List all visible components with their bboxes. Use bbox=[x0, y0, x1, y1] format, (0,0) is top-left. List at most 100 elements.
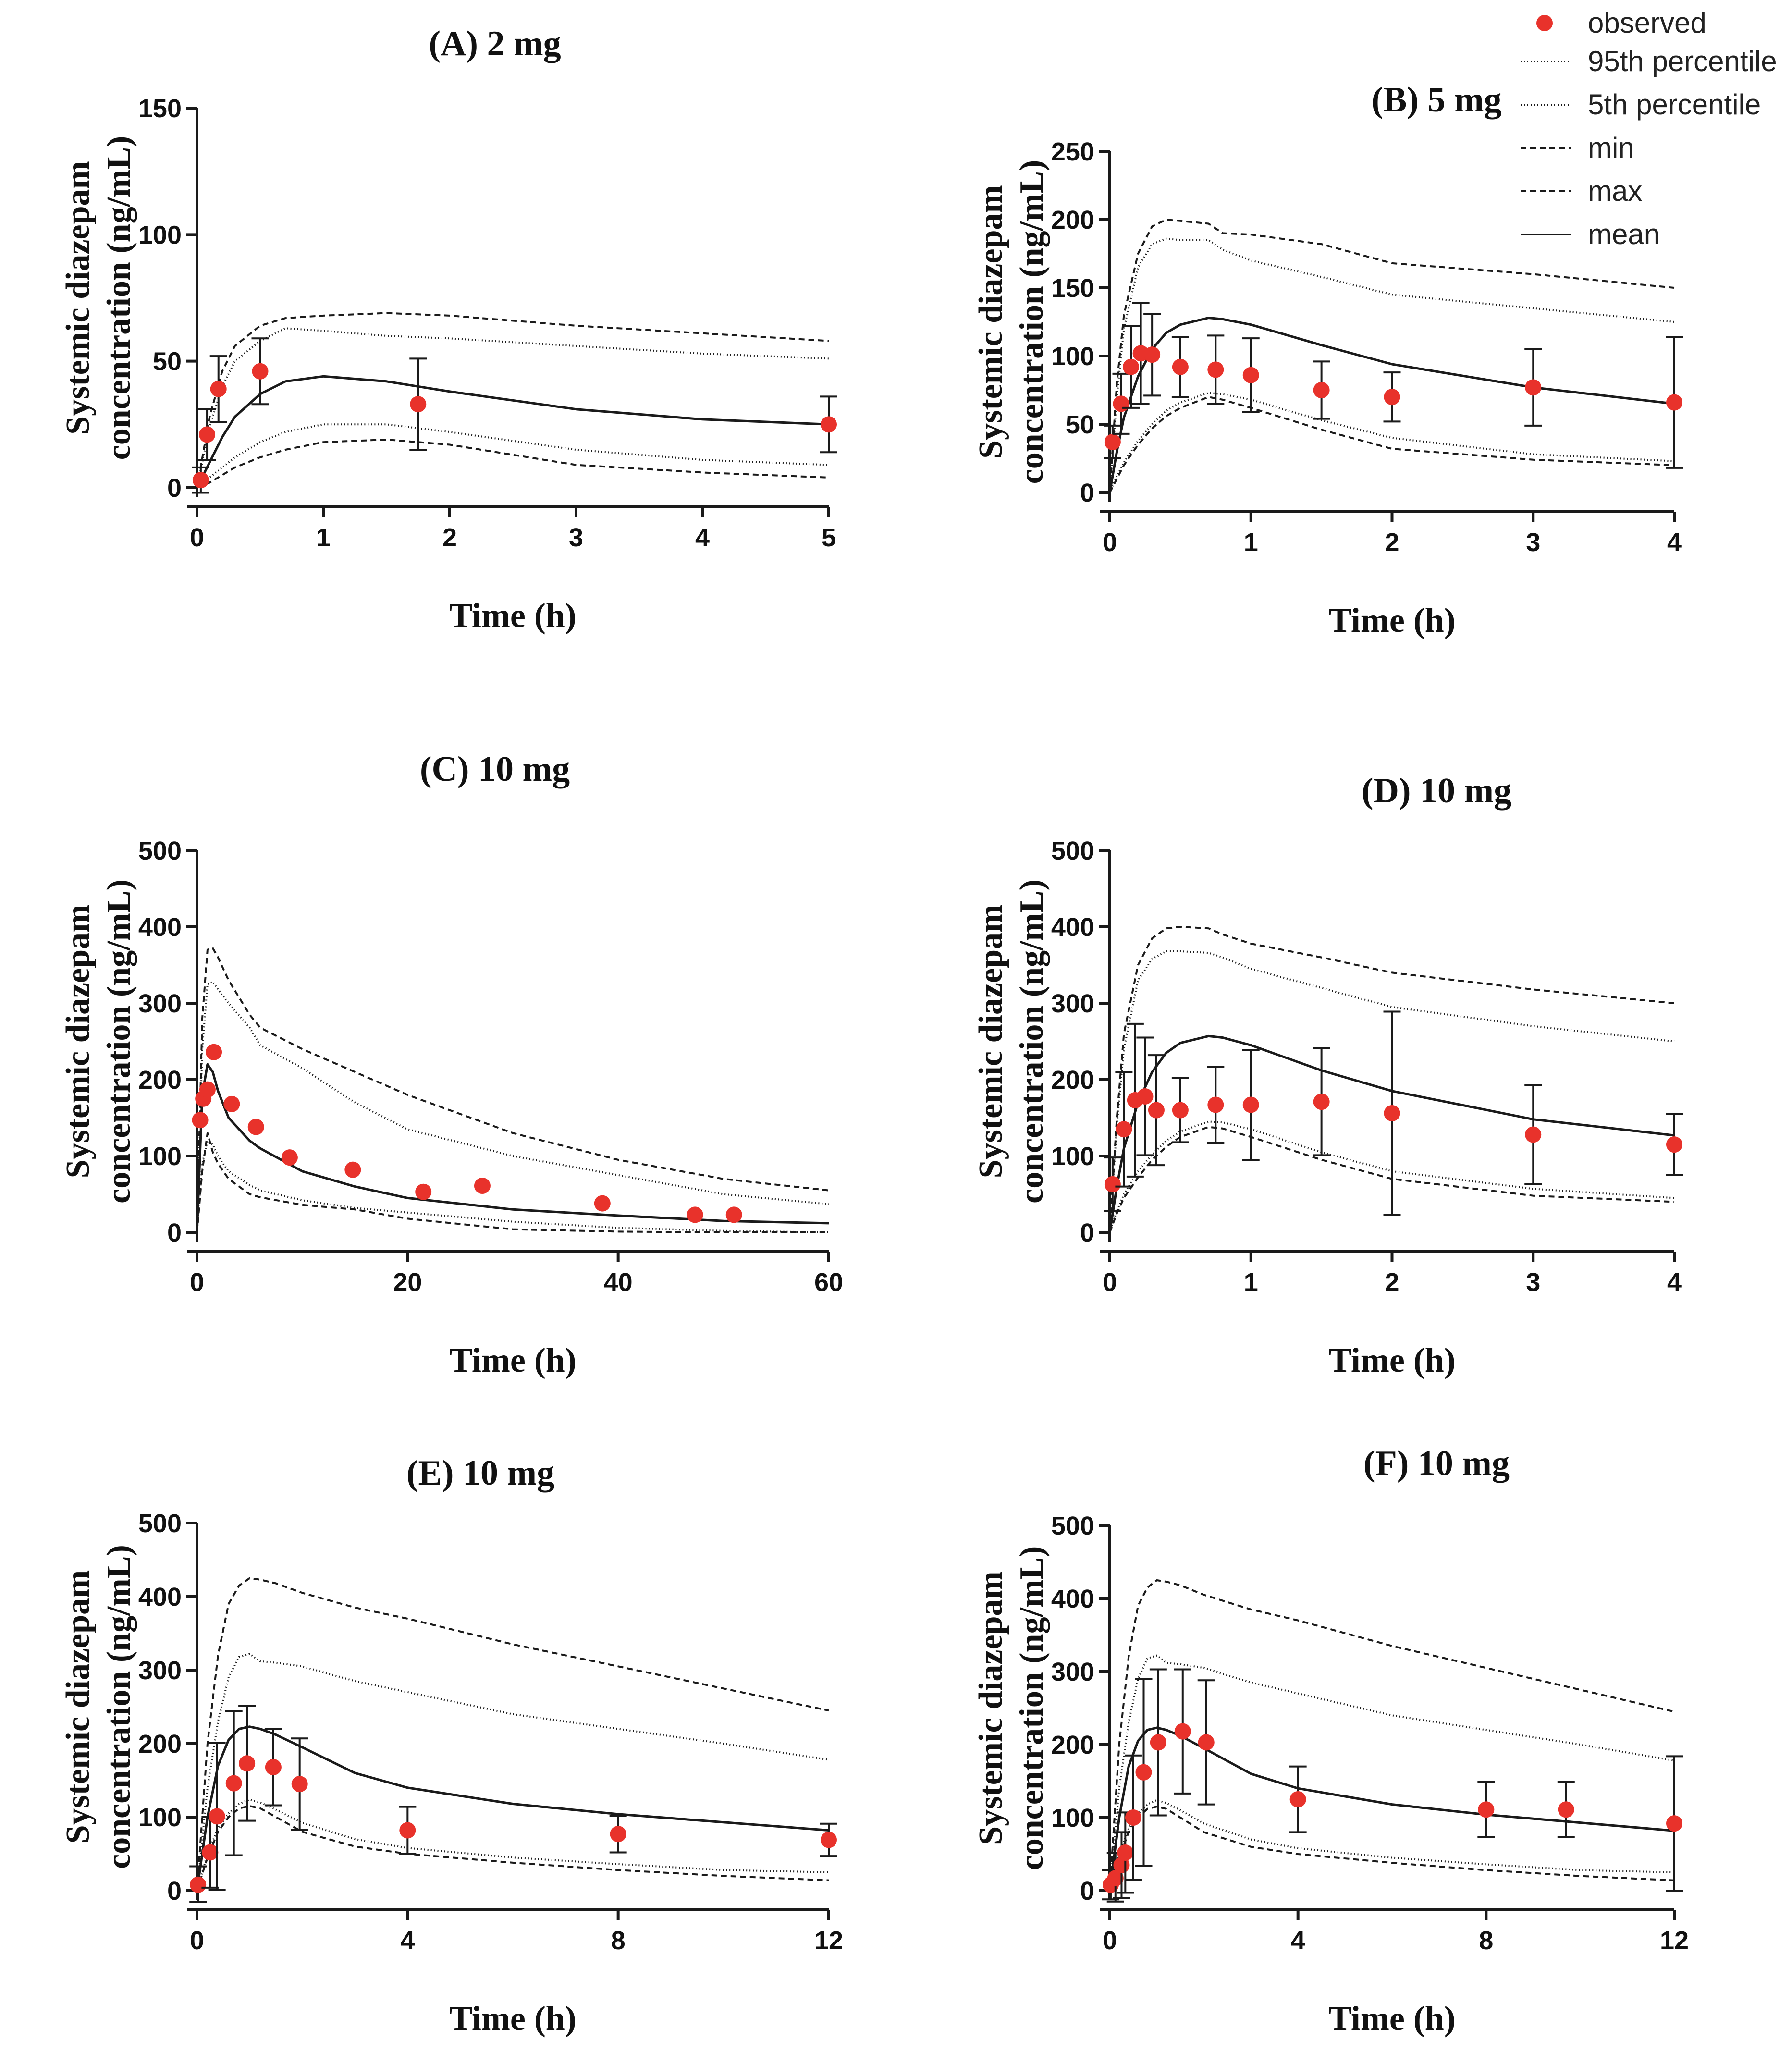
observed-point bbox=[1666, 1136, 1682, 1153]
x-tick-label: 0 bbox=[1103, 1926, 1117, 1955]
observed-point bbox=[206, 1044, 222, 1060]
observed-point bbox=[225, 1775, 242, 1792]
series-line-5th-percentile bbox=[1109, 1799, 1675, 1891]
observed-point bbox=[821, 416, 837, 433]
observed-point bbox=[1148, 1102, 1165, 1119]
y-tick-label: 200 bbox=[138, 1730, 182, 1758]
observed-point bbox=[1666, 394, 1682, 411]
series-line-95th-percentile bbox=[196, 1653, 829, 1891]
observed-point bbox=[265, 1758, 282, 1775]
series-line-95th-percentile bbox=[196, 327, 829, 488]
legend-item-mean: mean bbox=[1521, 218, 1660, 250]
y-axis-label-line1: Systemic diazepam bbox=[972, 905, 1009, 1179]
x-tick-label: 2 bbox=[1385, 528, 1399, 557]
observed-point bbox=[687, 1206, 703, 1223]
y-tick-label: 50 bbox=[1066, 410, 1094, 439]
legend-label-min: min bbox=[1588, 132, 1634, 164]
observed-point bbox=[1125, 1809, 1141, 1826]
series-line-95th-percentile bbox=[196, 981, 829, 1233]
x-tick-label: 0 bbox=[1103, 1268, 1117, 1297]
observed-point bbox=[594, 1195, 611, 1212]
legend-label-mean: mean bbox=[1588, 218, 1660, 250]
x-axis-label: Time (h) bbox=[449, 596, 577, 635]
observed-point bbox=[199, 1081, 216, 1098]
observed-point bbox=[252, 363, 269, 380]
x-tick-label: 60 bbox=[814, 1268, 843, 1297]
y-tick-label: 200 bbox=[1051, 1066, 1094, 1094]
observed-point bbox=[1150, 1734, 1166, 1751]
observed-point bbox=[291, 1776, 308, 1793]
chart-panel-c: (C) 10 mg 0 100 200 300 400 500 0 20 40 60 Time (h)… bbox=[60, 750, 843, 1379]
series-line-mean bbox=[196, 375, 829, 489]
chart-title: (F) 10 mg bbox=[1363, 1444, 1510, 1483]
y-tick-label: 150 bbox=[138, 94, 182, 123]
x-tick-label: 4 bbox=[695, 523, 710, 552]
observed-point bbox=[1478, 1801, 1495, 1818]
observed-point bbox=[1113, 395, 1129, 412]
series-line-min bbox=[196, 1805, 829, 1891]
series-line-max bbox=[196, 947, 829, 1233]
series-line-mean bbox=[1108, 1034, 1675, 1233]
legend: observed 95th percentile 5th percentile … bbox=[1521, 7, 1777, 250]
x-tick-label: 0 bbox=[1103, 528, 1117, 557]
observed-point bbox=[223, 1095, 240, 1112]
observed-point bbox=[1104, 1176, 1121, 1192]
observed-point bbox=[344, 1161, 361, 1178]
x-tick-label: 1 bbox=[316, 523, 331, 552]
observed-point bbox=[725, 1206, 742, 1223]
series-line-max bbox=[1109, 1579, 1675, 1891]
observed-point bbox=[1116, 1121, 1132, 1138]
y-tick-label: 100 bbox=[1051, 1804, 1094, 1832]
x-axis-label: Time (h) bbox=[449, 1341, 577, 1379]
y-tick-label: 0 bbox=[1080, 1877, 1094, 1905]
observed-point bbox=[1172, 358, 1189, 375]
series-line-min bbox=[196, 1132, 829, 1233]
series-line-mean bbox=[196, 1725, 829, 1891]
y-axis-label-line1: Systemic diazepam bbox=[972, 185, 1009, 459]
chart-title: (A) 2 mg bbox=[429, 24, 561, 63]
y-tick-label: 300 bbox=[1051, 989, 1094, 1018]
x-axis-label: Time (h) bbox=[449, 1999, 577, 2038]
observed-point bbox=[281, 1149, 298, 1166]
series-line-mean bbox=[1108, 317, 1675, 493]
x-tick-label: 0 bbox=[190, 1926, 204, 1955]
y-tick-label: 200 bbox=[138, 1066, 182, 1094]
observed-point bbox=[1144, 346, 1161, 363]
observed-point bbox=[399, 1822, 416, 1839]
y-axis-label-line2: concentration (ng/mL) bbox=[1013, 160, 1050, 484]
y-axis-label-line1: Systemic diazepam bbox=[60, 161, 97, 435]
observed-point bbox=[1207, 361, 1224, 378]
series-line-mean bbox=[196, 1063, 829, 1233]
observed-point bbox=[1123, 358, 1140, 375]
x-tick-label: 1 bbox=[1244, 528, 1258, 557]
observed-point bbox=[1135, 1764, 1152, 1781]
x-axis-label: Time (h) bbox=[1328, 1999, 1456, 2038]
y-tick-label: 100 bbox=[138, 1803, 182, 1832]
y-tick-label: 500 bbox=[138, 1509, 182, 1538]
series-line-5th-percentile bbox=[196, 423, 829, 489]
legend-item-min: min bbox=[1521, 132, 1634, 164]
observed-point bbox=[1384, 389, 1400, 406]
observed-point bbox=[1384, 1105, 1400, 1121]
legend-swatch-observed bbox=[1536, 15, 1553, 31]
legend-label-p95: 95th percentile bbox=[1588, 45, 1777, 77]
y-tick-label: 500 bbox=[1051, 836, 1094, 865]
x-tick-label: 4 bbox=[1667, 528, 1682, 557]
x-tick-label: 3 bbox=[1526, 1268, 1540, 1297]
observed-point bbox=[210, 381, 227, 397]
y-tick-label: 0 bbox=[167, 1218, 182, 1247]
x-tick-label: 40 bbox=[604, 1268, 633, 1297]
y-tick-label: 100 bbox=[1051, 1142, 1094, 1171]
x-tick-label: 4 bbox=[1667, 1268, 1682, 1297]
y-axis-label-line2: concentration (ng/mL) bbox=[1013, 879, 1050, 1204]
x-tick-label: 4 bbox=[400, 1926, 415, 1955]
legend-label-p5: 5th percentile bbox=[1588, 88, 1761, 121]
y-tick-label: 150 bbox=[1051, 274, 1094, 303]
observed-point bbox=[1525, 1126, 1542, 1143]
observed-point bbox=[190, 1876, 207, 1893]
legend-item-max: max bbox=[1521, 175, 1642, 207]
observed-point bbox=[247, 1119, 264, 1135]
chart-title: (B) 5 mg bbox=[1371, 80, 1501, 120]
legend-label-observed: observed bbox=[1588, 7, 1706, 39]
y-tick-label: 0 bbox=[1080, 479, 1094, 507]
